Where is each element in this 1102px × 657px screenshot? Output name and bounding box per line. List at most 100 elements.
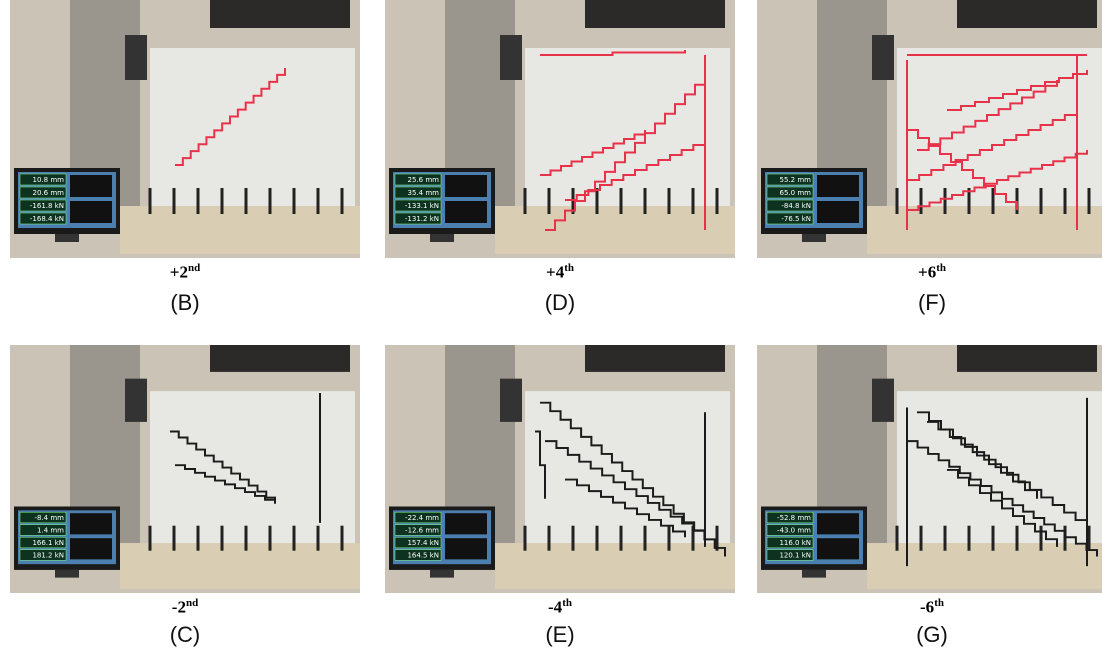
reading-box bbox=[766, 186, 814, 199]
base bbox=[867, 543, 1102, 590]
base bbox=[495, 206, 735, 254]
crack bbox=[907, 150, 1088, 211]
reading-box bbox=[766, 212, 814, 225]
reading: 116.0 kN bbox=[779, 539, 811, 547]
reading-box bbox=[766, 512, 814, 524]
photo: -22.4 mm -12.6 mm 157.4 kN 164.5 kN bbox=[385, 345, 735, 593]
panel-label: (G) bbox=[916, 622, 948, 647]
reading: 120.1 kN bbox=[779, 552, 811, 560]
reading-box bbox=[19, 186, 67, 199]
reading-box bbox=[766, 524, 814, 536]
crack bbox=[170, 430, 276, 504]
caption-sup: nd bbox=[187, 262, 201, 274]
reading-box bbox=[394, 212, 442, 225]
caption-sup: th bbox=[936, 262, 946, 274]
top-beam bbox=[210, 345, 350, 372]
crack bbox=[535, 430, 546, 499]
actuator bbox=[500, 35, 522, 80]
crack bbox=[947, 70, 1088, 111]
plot-box bbox=[817, 513, 859, 535]
wall bbox=[897, 48, 1102, 208]
crack bbox=[175, 68, 286, 166]
crack bbox=[907, 110, 1078, 181]
panel-label: (E) bbox=[545, 622, 575, 647]
crack bbox=[917, 411, 1038, 499]
base bbox=[120, 543, 360, 590]
reading: 164.5 kN bbox=[407, 552, 439, 560]
reading: 25.6 mm bbox=[408, 176, 440, 184]
reading-box bbox=[394, 173, 442, 186]
top-beam bbox=[957, 0, 1097, 28]
base bbox=[867, 206, 1102, 254]
stand bbox=[802, 234, 826, 242]
reading-box bbox=[394, 512, 442, 524]
reading: -84.8 kN bbox=[781, 202, 811, 210]
crack bbox=[565, 478, 686, 538]
photo: 55.2 mm 65.0 mm -84.8 kN -76.5 kN bbox=[757, 0, 1102, 258]
plot-box bbox=[70, 513, 112, 535]
photo: 10.8 mm 20.6 mm -161.8 kN -168.4 kN bbox=[10, 0, 360, 258]
reading: 35.4 mm bbox=[408, 189, 440, 197]
panel-label: (B) bbox=[170, 290, 200, 315]
reading: 157.4 kN bbox=[407, 539, 439, 547]
reading-box bbox=[394, 549, 442, 561]
plot-box bbox=[70, 538, 112, 560]
reading-box bbox=[394, 199, 442, 212]
reading-box bbox=[19, 199, 67, 212]
wall bbox=[150, 48, 355, 208]
crack bbox=[907, 440, 1098, 557]
plot-box bbox=[70, 175, 112, 197]
panel-label: (C) bbox=[169, 622, 201, 647]
top-beam bbox=[585, 0, 725, 28]
caption-text: +6 bbox=[918, 262, 937, 282]
caption-text: +4 bbox=[546, 262, 565, 282]
wall bbox=[525, 48, 730, 208]
reading: -52.8 mm bbox=[777, 514, 811, 522]
caption-text: -6 bbox=[920, 597, 935, 617]
reading-box bbox=[19, 512, 67, 524]
stand bbox=[55, 234, 79, 242]
photo: -52.8 mm -43.0 mm 116.0 kN 120.1 kN bbox=[757, 345, 1102, 593]
crack bbox=[927, 420, 1088, 528]
reading: -161.8 kN bbox=[30, 202, 64, 210]
reading: 181.2 kN bbox=[32, 552, 64, 560]
reading: -133.1 kN bbox=[405, 202, 439, 210]
caption: +6th bbox=[757, 262, 1102, 283]
panel-label: (F) bbox=[917, 290, 947, 315]
wall bbox=[525, 391, 730, 545]
caption: -4th bbox=[385, 597, 735, 618]
reading-box bbox=[394, 537, 442, 549]
wall bbox=[150, 391, 355, 545]
reading: -12.6 mm bbox=[405, 527, 439, 535]
actuator bbox=[872, 35, 894, 80]
reading: -43.0 mm bbox=[777, 527, 811, 535]
caption-sup: th bbox=[562, 597, 572, 609]
crack bbox=[175, 464, 276, 504]
caption-sup: th bbox=[934, 597, 944, 609]
caption-text: -4 bbox=[548, 597, 563, 617]
plot-box bbox=[445, 175, 487, 197]
plot-box bbox=[817, 538, 859, 560]
stand bbox=[55, 569, 79, 578]
reading-box bbox=[766, 549, 814, 561]
stand bbox=[430, 569, 454, 578]
top-beam bbox=[210, 0, 350, 28]
reading-box bbox=[19, 212, 67, 225]
base bbox=[120, 206, 360, 254]
caption-text: -2 bbox=[171, 597, 186, 617]
plot-box bbox=[445, 513, 487, 535]
reading-box bbox=[766, 537, 814, 549]
reading: -22.4 mm bbox=[405, 514, 439, 522]
crack bbox=[907, 129, 1018, 210]
reading: -76.5 kN bbox=[781, 215, 811, 223]
crack bbox=[545, 440, 706, 538]
reading-box bbox=[766, 199, 814, 212]
caption: +2nd bbox=[10, 262, 360, 283]
reading-box bbox=[19, 549, 67, 561]
stand bbox=[802, 569, 826, 578]
caption-sup: th bbox=[564, 262, 574, 274]
actuator bbox=[125, 35, 147, 80]
reading: 1.4 mm bbox=[37, 527, 64, 535]
top-beam bbox=[585, 345, 725, 372]
